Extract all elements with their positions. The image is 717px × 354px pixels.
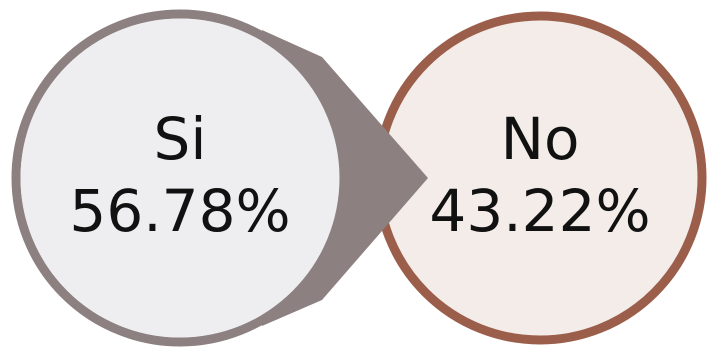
no-label-block: No 43.22% (390, 103, 690, 247)
si-label-block: Si 56.78% (30, 103, 330, 247)
si-circle-inner (20, 18, 340, 338)
si-label: Si (153, 105, 207, 173)
si-percent: 56.78% (69, 177, 291, 245)
no-percent: 43.22% (429, 177, 651, 245)
no-label: No (500, 105, 580, 173)
